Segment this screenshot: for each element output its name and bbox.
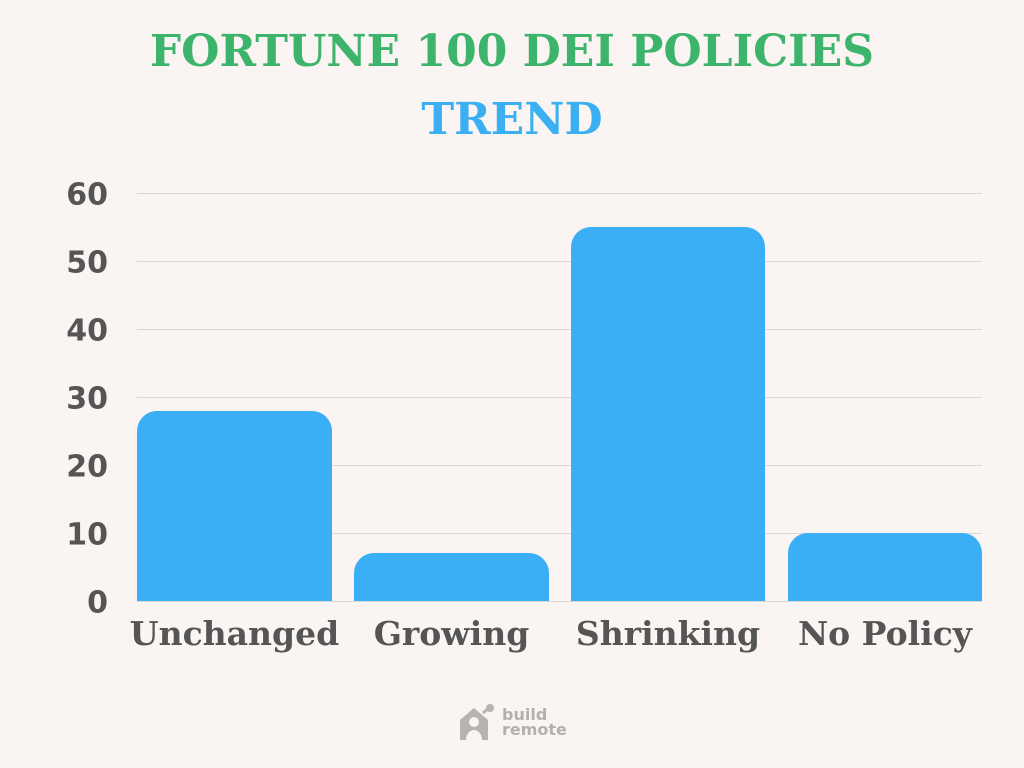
gridline-0 xyxy=(137,601,982,602)
buildremote-logo: build remote xyxy=(458,704,567,740)
y-tick-label: 10 xyxy=(66,517,108,553)
x-tick-label: Growing xyxy=(373,614,530,653)
bar-shrinking xyxy=(571,227,765,601)
chart-subtitle: TREND xyxy=(421,94,603,145)
gridline-60 xyxy=(137,193,982,194)
y-tick-label: 40 xyxy=(66,313,108,349)
gridline-40 xyxy=(137,329,982,330)
logo-text-line1: build xyxy=(502,705,548,724)
bar-unchanged xyxy=(137,410,332,601)
logo-text-line2: remote xyxy=(502,720,567,739)
x-tick-label: No Policy xyxy=(798,614,972,653)
gridline-50 xyxy=(137,261,982,262)
y-tick-label: 20 xyxy=(66,449,108,485)
gridline-30 xyxy=(137,397,982,398)
bar-no-policy xyxy=(788,533,982,601)
house-icon xyxy=(460,704,494,740)
x-tick-label: Unchanged xyxy=(129,614,340,653)
y-tick-label: 50 xyxy=(66,245,108,281)
y-tick-label: 0 xyxy=(87,585,108,621)
x-tick-label: Shrinking xyxy=(575,614,761,653)
y-tick-label: 30 xyxy=(66,381,108,417)
chart-title: FORTUNE 100 DEI POLICIES xyxy=(149,26,875,77)
gridline-20 xyxy=(137,465,982,466)
y-tick-label: 60 xyxy=(66,177,108,213)
logo-text: build remote xyxy=(502,705,567,739)
bar-growing xyxy=(354,553,549,601)
gridline-10 xyxy=(137,533,982,534)
